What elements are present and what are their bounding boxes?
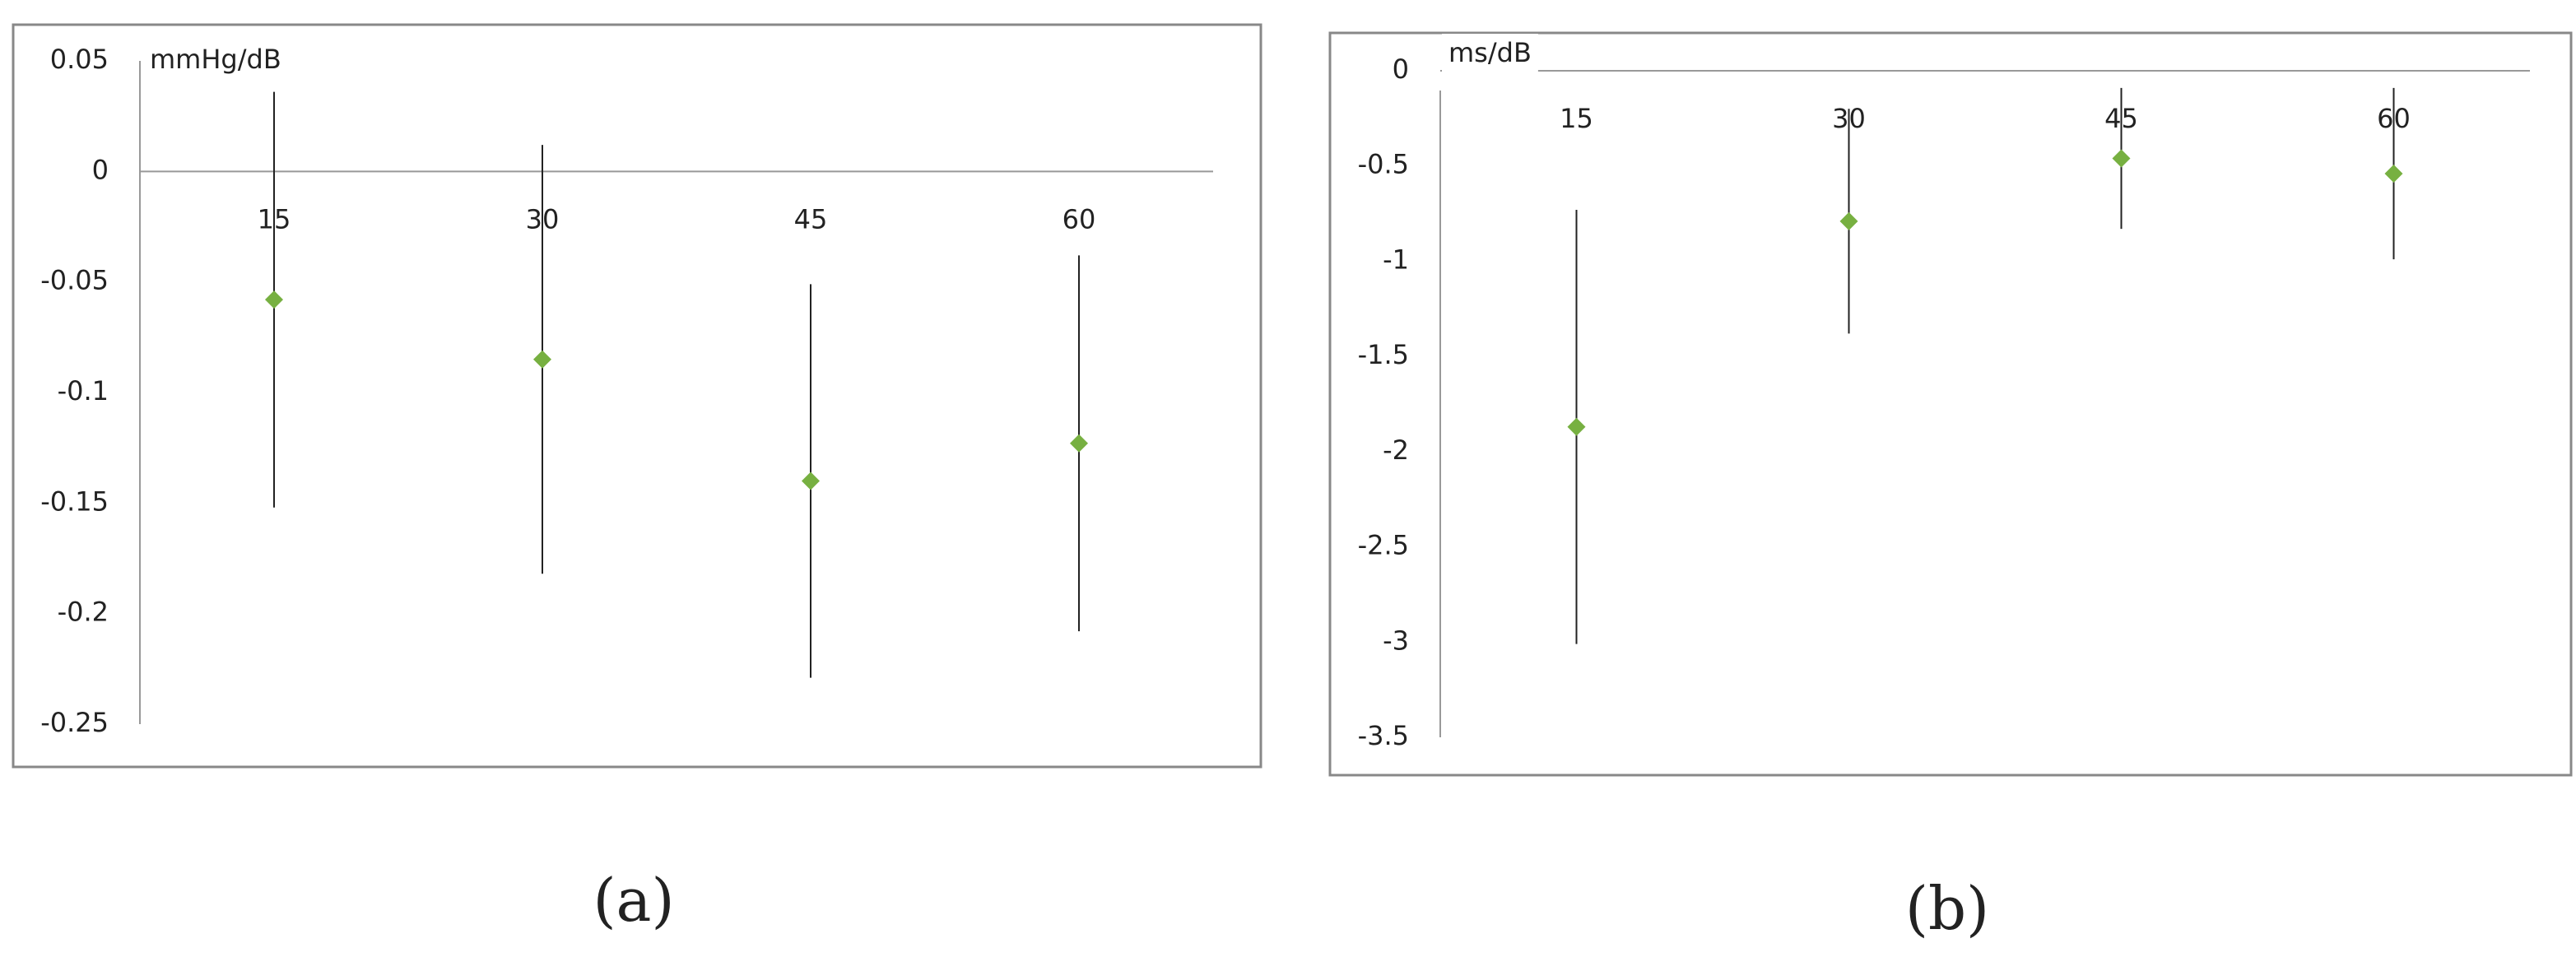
point — [2112, 149, 2131, 168]
x-tick-label: 60 — [1062, 203, 1096, 235]
y-tick-label: 0 — [92, 154, 109, 185]
point — [533, 350, 551, 369]
chart-frame — [1328, 31, 2573, 777]
point — [1839, 211, 1858, 230]
y-tick-label: -0.5 — [1358, 149, 1409, 180]
caption: (a) — [593, 866, 674, 935]
y-tick-label: -1 — [1383, 244, 1409, 275]
y-axis-label: ms/dB — [1448, 37, 1532, 68]
x-tick-label: 45 — [794, 203, 828, 235]
y-tick-label: -0.1 — [58, 375, 109, 406]
point — [1070, 434, 1088, 453]
y-tick-label: -2.5 — [1358, 530, 1409, 561]
y-tick-label: 0.05 — [50, 44, 109, 75]
y-tick-label: -2 — [1383, 434, 1409, 466]
y-tick-label: -0.2 — [58, 597, 109, 628]
chart-frame — [12, 23, 1262, 769]
y-tick-label: 0 — [1393, 53, 1409, 85]
point — [265, 290, 283, 309]
x-tick-label: 15 — [1560, 103, 1593, 134]
y-tick-label: -0.05 — [40, 265, 109, 296]
caption: (b) — [1905, 874, 1989, 943]
label-background — [143, 40, 288, 78]
point — [2384, 164, 2403, 183]
y-tick-label: -1.5 — [1358, 339, 1409, 370]
point — [1567, 417, 1586, 436]
y-tick-label: -0.15 — [40, 485, 109, 517]
point — [802, 472, 820, 490]
y-tick-label: -3 — [1383, 625, 1409, 656]
y-tick-label: -0.25 — [40, 707, 109, 738]
y-axis-label: mmHg/dB — [150, 44, 281, 75]
y-tick-label: -3.5 — [1358, 720, 1409, 751]
label-background — [1442, 34, 1538, 72]
